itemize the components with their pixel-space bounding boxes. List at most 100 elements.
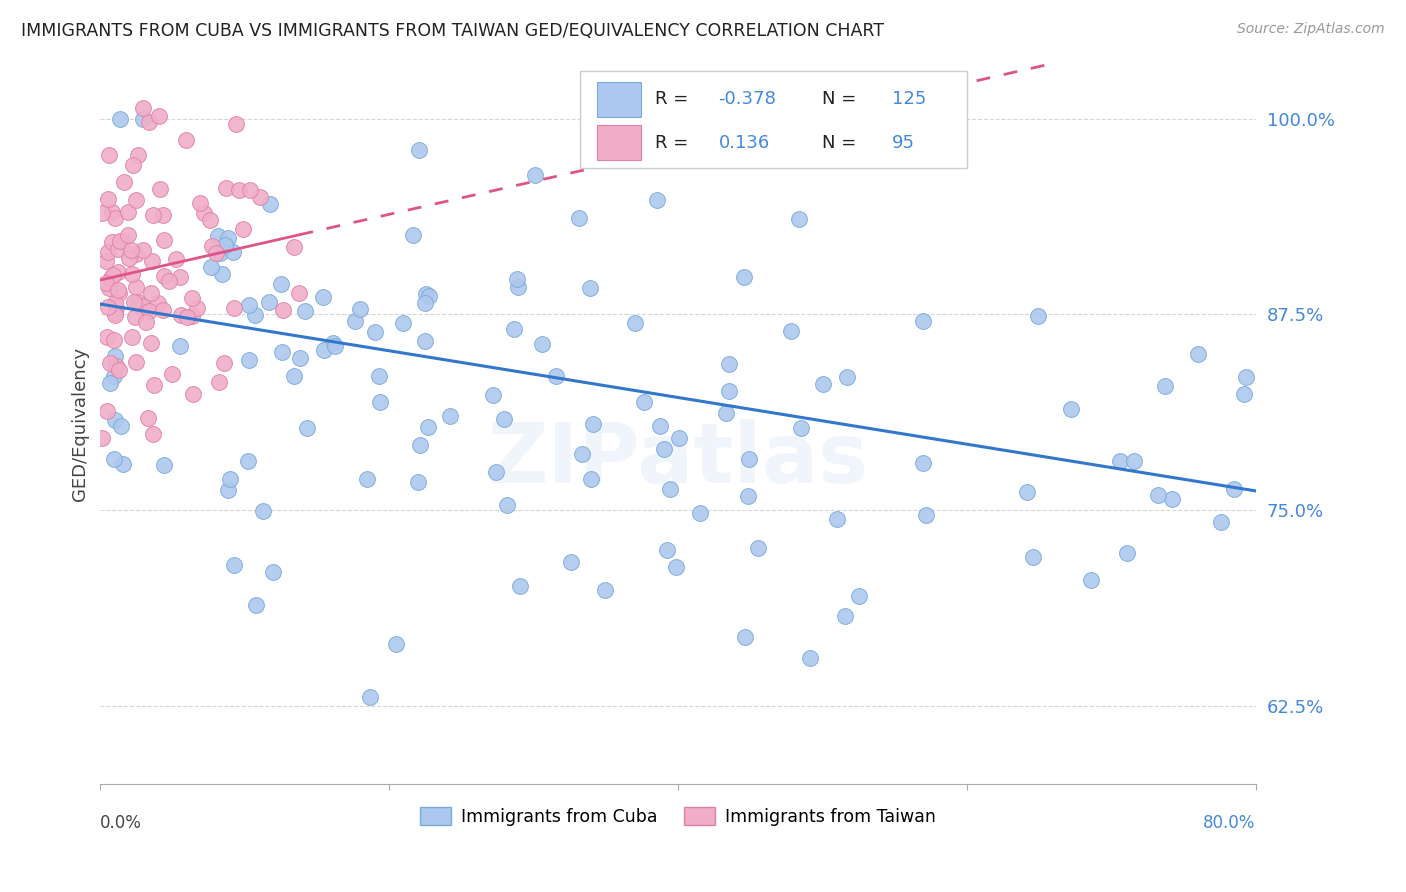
- Point: [835, 369, 858, 384]
- Point: [148, 109, 170, 123]
- Point: [104, 413, 127, 427]
- Point: [482, 388, 505, 402]
- Point: [262, 565, 284, 579]
- Point: [104, 306, 127, 320]
- Point: [1153, 379, 1175, 393]
- Point: [219, 472, 242, 486]
- Point: [747, 541, 769, 555]
- Point: [283, 369, 305, 384]
- Point: [1080, 573, 1102, 587]
- Point: [312, 343, 335, 358]
- Point: [912, 456, 935, 470]
- Point: [799, 651, 821, 665]
- Point: [131, 299, 153, 313]
- Point: [110, 418, 132, 433]
- Point: [98, 356, 121, 370]
- Text: R =: R =: [655, 90, 695, 108]
- Point: [169, 269, 191, 284]
- Point: [439, 409, 461, 423]
- Text: N =: N =: [823, 134, 862, 152]
- Point: [630, 112, 652, 126]
- Point: [100, 270, 122, 285]
- Point: [294, 303, 316, 318]
- Point: [384, 636, 406, 650]
- Point: [100, 205, 122, 219]
- Point: [581, 472, 603, 486]
- Point: [273, 303, 295, 318]
- Point: [125, 246, 148, 260]
- Point: [141, 286, 163, 301]
- Point: [112, 457, 135, 471]
- Point: [174, 133, 197, 147]
- Point: [97, 148, 120, 162]
- Point: [153, 458, 176, 472]
- Point: [198, 213, 221, 227]
- Point: [205, 246, 228, 260]
- Point: [290, 351, 312, 365]
- Point: [717, 357, 740, 371]
- Point: [112, 175, 135, 189]
- Point: [283, 240, 305, 254]
- Point: [142, 426, 165, 441]
- Text: R =: R =: [655, 134, 695, 152]
- Point: [356, 472, 378, 486]
- Point: [581, 417, 603, 431]
- Point: [668, 431, 690, 445]
- Point: [215, 181, 238, 195]
- Point: [108, 234, 131, 248]
- Point: [368, 395, 391, 409]
- Point: [160, 368, 183, 382]
- Point: [135, 315, 157, 329]
- Point: [531, 336, 554, 351]
- Point: [180, 291, 202, 305]
- Point: [107, 363, 129, 377]
- Point: [201, 239, 224, 253]
- Point: [718, 384, 741, 399]
- Point: [790, 421, 813, 435]
- Point: [103, 369, 125, 384]
- Point: [186, 301, 208, 315]
- Point: [349, 301, 371, 316]
- Point: [560, 556, 582, 570]
- Point: [131, 112, 153, 126]
- Point: [152, 208, 174, 222]
- Point: [96, 330, 118, 344]
- Point: [408, 143, 430, 157]
- Y-axis label: GED/Equivalency: GED/Equivalency: [72, 347, 89, 501]
- Point: [200, 260, 222, 275]
- Point: [217, 483, 239, 498]
- Point: [138, 115, 160, 129]
- Point: [232, 222, 254, 236]
- Point: [96, 192, 118, 206]
- Point: [787, 212, 810, 227]
- Point: [138, 304, 160, 318]
- Point: [101, 235, 124, 250]
- FancyBboxPatch shape: [579, 71, 967, 169]
- Point: [245, 308, 267, 322]
- Point: [132, 244, 155, 258]
- Point: [568, 211, 591, 225]
- Point: [127, 294, 149, 309]
- Point: [103, 452, 125, 467]
- Point: [238, 298, 260, 312]
- Point: [406, 475, 429, 489]
- Point: [104, 211, 127, 225]
- Point: [94, 253, 117, 268]
- Point: [183, 386, 205, 401]
- Point: [1187, 347, 1209, 361]
- Point: [506, 279, 529, 293]
- Point: [190, 196, 212, 211]
- Point: [813, 376, 835, 391]
- Point: [733, 269, 755, 284]
- Point: [492, 412, 515, 426]
- Point: [915, 508, 938, 522]
- Point: [416, 420, 439, 434]
- Point: [225, 117, 247, 131]
- Point: [104, 296, 127, 310]
- Point: [595, 583, 617, 598]
- Point: [716, 406, 738, 420]
- Point: [288, 285, 311, 300]
- Point: [107, 265, 129, 279]
- Point: [118, 251, 141, 265]
- Point: [1060, 402, 1083, 417]
